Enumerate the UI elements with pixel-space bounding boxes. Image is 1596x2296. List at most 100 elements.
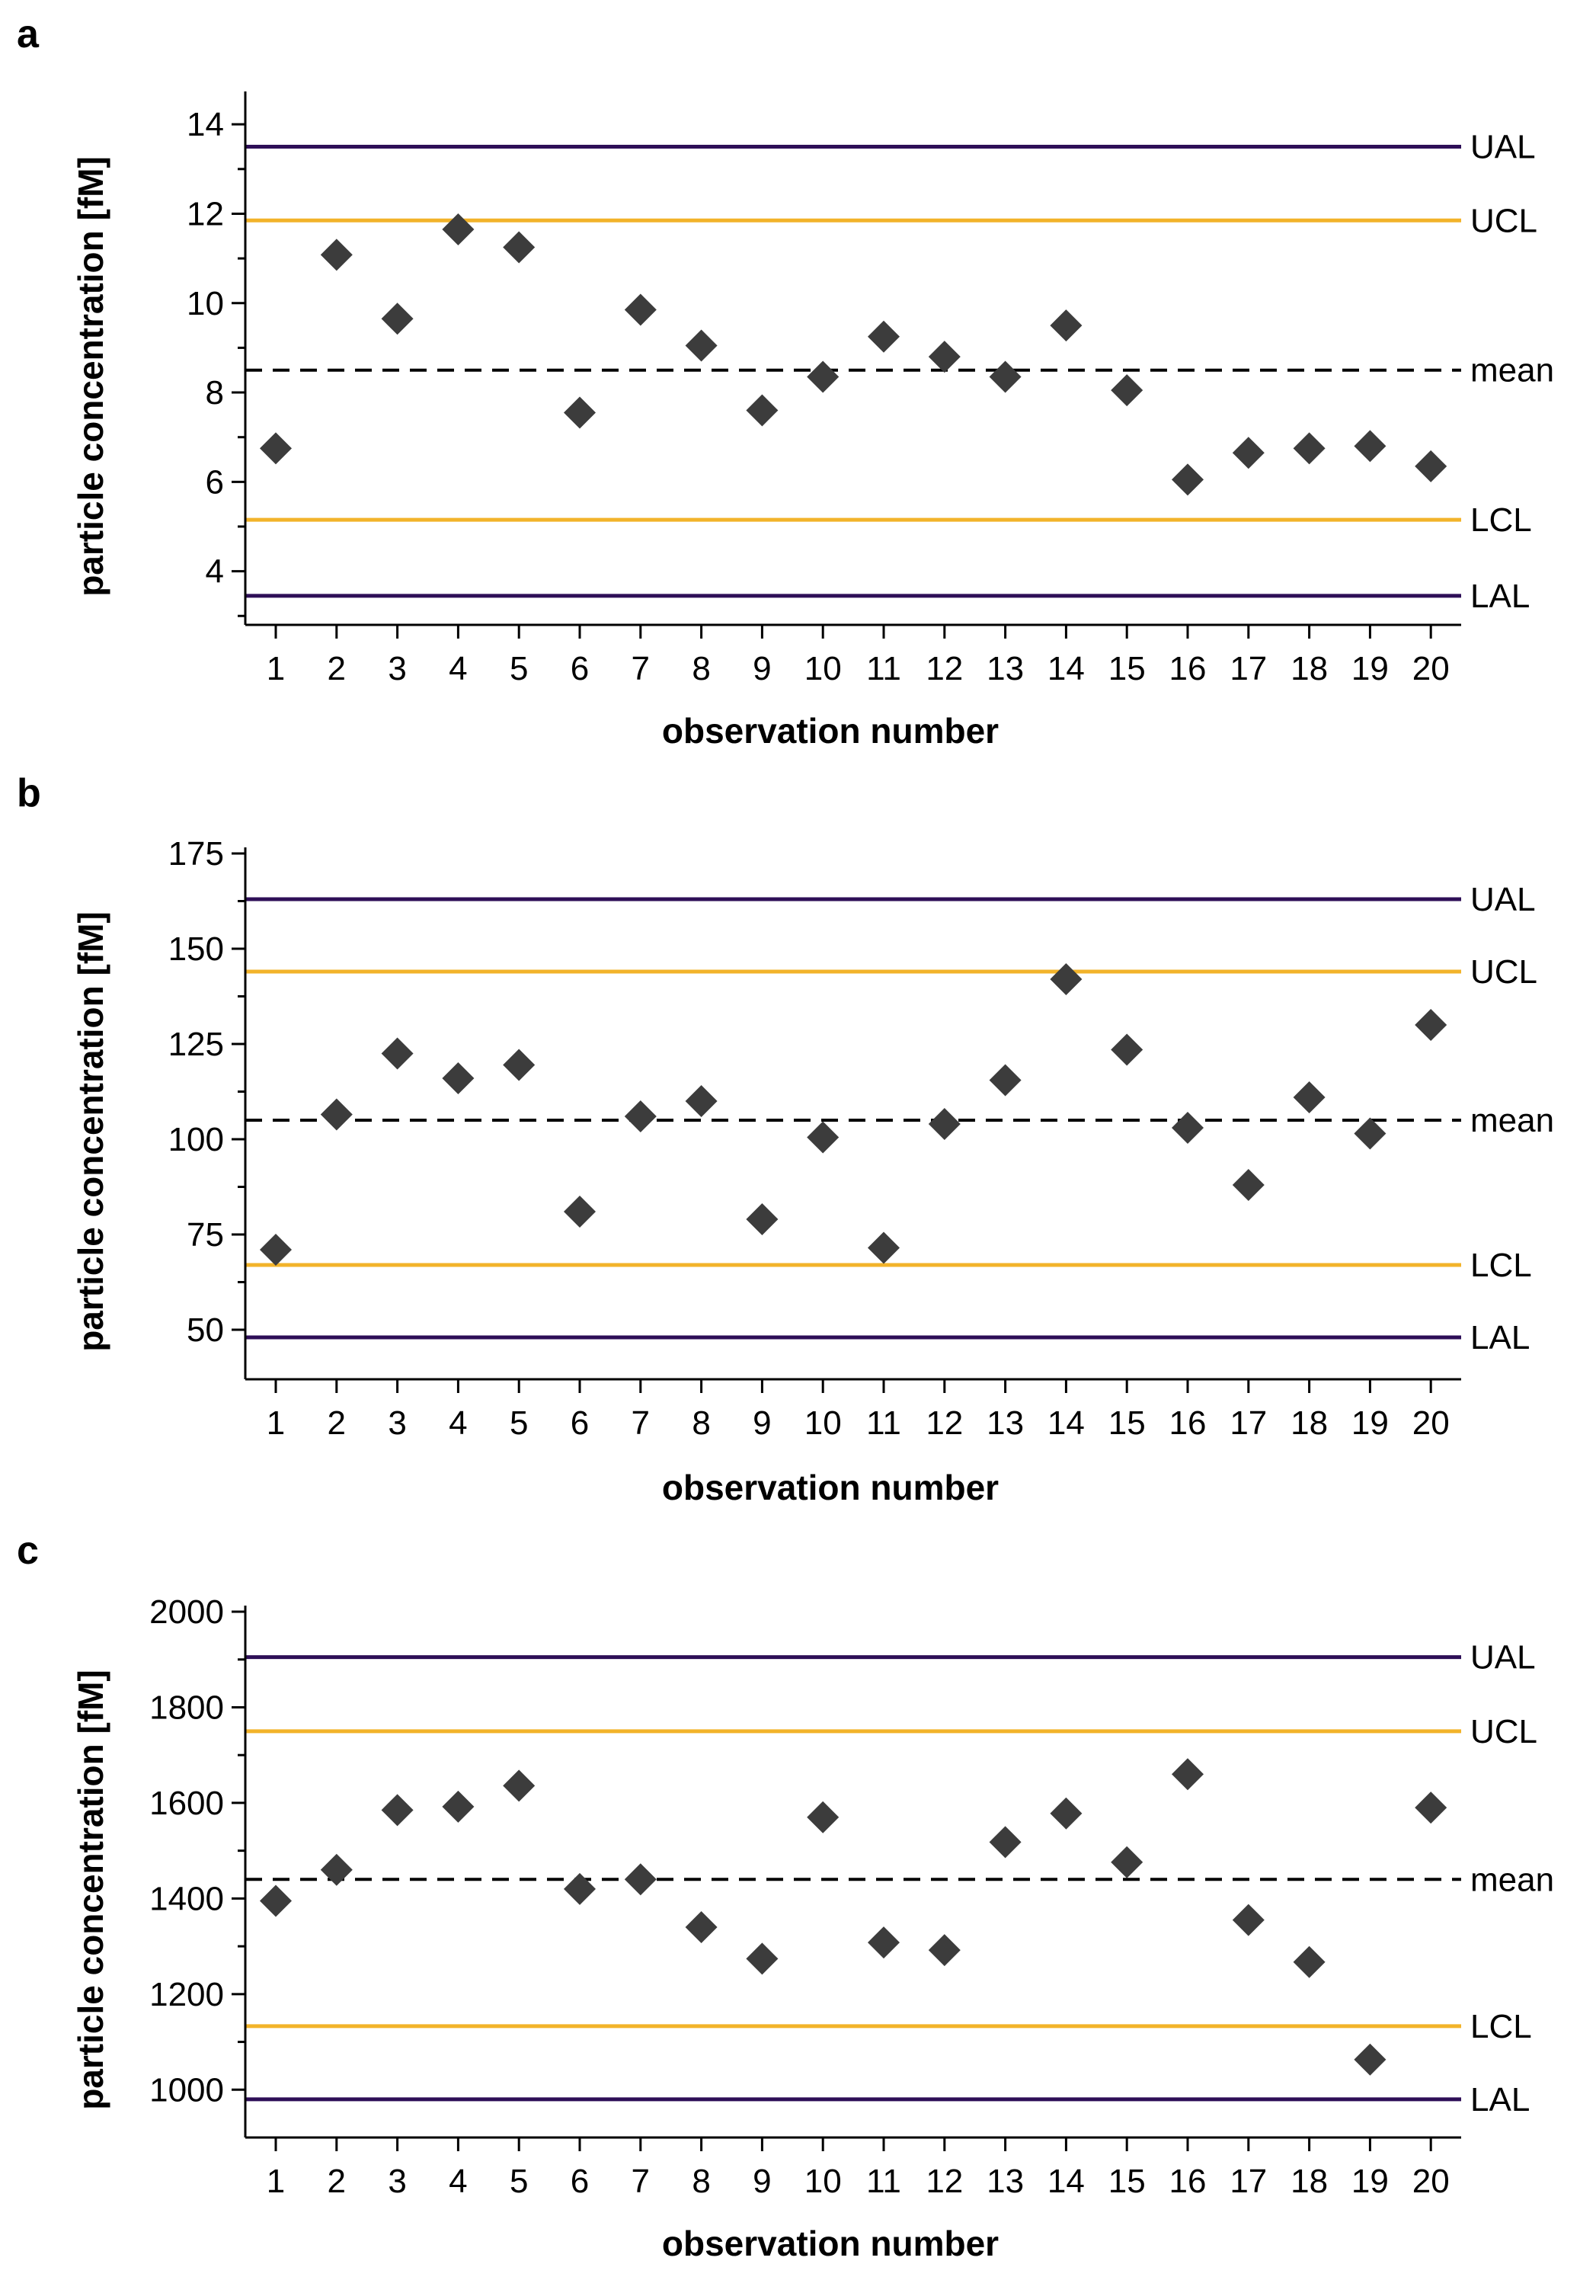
y-axis-title: particle concentration [fM] (71, 1670, 110, 2110)
reference-label-mean: mean (1470, 1102, 1554, 1139)
data-point (1293, 1081, 1326, 1113)
x-tick-label: 3 (388, 2163, 406, 2200)
reference-label-ual: UAL (1470, 129, 1536, 166)
x-tick-label: 15 (1108, 1404, 1146, 1442)
x-tick-label: 11 (866, 1404, 901, 1442)
x-tick-label: 1 (267, 1404, 285, 1442)
data-point (928, 1108, 961, 1140)
data-point (1232, 437, 1265, 469)
data-point (1232, 1904, 1265, 1936)
data-point (624, 293, 657, 326)
data-point (564, 396, 596, 429)
data-point (928, 1934, 961, 1967)
x-tick-label: 6 (571, 2163, 589, 2200)
reference-label-lcl: LCL (1470, 2008, 1532, 2045)
x-tick-label: 6 (571, 1404, 589, 1442)
data-point (503, 1769, 536, 1802)
x-tick-label: 15 (1108, 2163, 1146, 2200)
x-tick-label: 12 (926, 650, 963, 687)
reference-label-lal: LAL (1470, 1319, 1530, 1356)
x-tick-label: 10 (804, 1404, 842, 1442)
y-tick-label: 4 (206, 553, 224, 591)
x-tick-label: 4 (449, 1404, 467, 1442)
data-point (1111, 1033, 1143, 1066)
reference-label-lal: LAL (1470, 2081, 1530, 2118)
y-tick-label: 14 (187, 106, 224, 143)
data-point (989, 1064, 1022, 1097)
data-point (868, 1926, 900, 1959)
x-tick-label: 2 (328, 2163, 346, 2200)
data-point (1415, 450, 1447, 482)
data-point (564, 1196, 596, 1228)
y-tick-label: 1000 (149, 2071, 224, 2109)
x-tick-label: 17 (1230, 650, 1267, 687)
data-point (1293, 1945, 1326, 1978)
x-tick-label: 1 (267, 2163, 285, 2200)
data-point (624, 1863, 657, 1896)
data-point (564, 1872, 596, 1905)
x-tick-label: 10 (804, 650, 842, 687)
x-tick-label: 19 (1351, 2163, 1389, 2200)
data-point (1172, 463, 1204, 496)
x-tick-label: 6 (571, 650, 589, 687)
y-tick-label: 8 (206, 374, 224, 411)
x-tick-label: 4 (449, 650, 467, 687)
x-tick-label: 16 (1169, 2163, 1207, 2200)
data-point (381, 303, 414, 335)
chart-panel-c: c UAL UCL mean LCL LAL 1000 1200 1400 1600 1800 200… (17, 1529, 1554, 2263)
x-tick-label: 16 (1169, 1404, 1207, 1442)
x-tick-label: 18 (1291, 1404, 1328, 1442)
x-tick-label: 7 (632, 2163, 650, 2200)
x-tick-label: 12 (926, 2163, 963, 2200)
x-tick-label: 19 (1351, 650, 1389, 687)
x-tick-label: 4 (449, 2163, 467, 2200)
x-tick-label: 3 (388, 1404, 406, 1442)
x-tick-label: 20 (1412, 650, 1450, 687)
y-tick-label: 12 (187, 195, 224, 232)
data-point (1415, 1009, 1447, 1041)
data-point (1172, 1758, 1204, 1791)
x-tick-label: 20 (1412, 2163, 1450, 2200)
data-point (1354, 1117, 1387, 1150)
data-point (685, 329, 718, 362)
data-point (320, 1098, 353, 1131)
x-tick-label: 8 (692, 2163, 710, 2200)
data-point (746, 394, 779, 427)
reference-label-ucl: UCL (1470, 953, 1537, 991)
reference-label-mean: mean (1470, 352, 1554, 389)
data-point (260, 1885, 292, 1917)
x-tick-label: 11 (866, 2163, 901, 2200)
y-tick-label: 1600 (149, 1785, 224, 1822)
data-point (260, 432, 292, 465)
y-tick-label: 2000 (149, 1593, 224, 1631)
data-point (320, 239, 353, 271)
x-tick-label: 2 (328, 650, 346, 687)
reference-label-ual: UAL (1470, 1639, 1536, 1676)
reference-label-mean: mean (1470, 1861, 1554, 1898)
panel-letter: b (17, 771, 41, 815)
y-axis-title: particle concentration [fM] (71, 156, 110, 597)
x-axis-title: observation number (662, 2224, 999, 2263)
x-tick-label: 8 (692, 650, 710, 687)
x-axis-title: observation number (662, 1468, 999, 1507)
data-point (989, 360, 1022, 393)
x-tick-label: 1 (267, 650, 285, 687)
x-tick-label: 13 (987, 650, 1024, 687)
reference-label-ucl: UCL (1470, 1713, 1537, 1750)
data-point (868, 1231, 900, 1264)
data-point (868, 320, 900, 353)
x-tick-label: 9 (753, 1404, 771, 1442)
data-point (1172, 1112, 1204, 1144)
x-tick-label: 13 (987, 1404, 1024, 1442)
x-tick-label: 5 (510, 650, 528, 687)
data-point (1293, 432, 1326, 465)
data-point (807, 1121, 840, 1154)
x-tick-label: 7 (632, 1404, 650, 1442)
data-point (1354, 430, 1387, 463)
x-tick-label: 12 (926, 1404, 963, 1442)
x-tick-label: 3 (388, 650, 406, 687)
data-point (807, 1801, 840, 1833)
